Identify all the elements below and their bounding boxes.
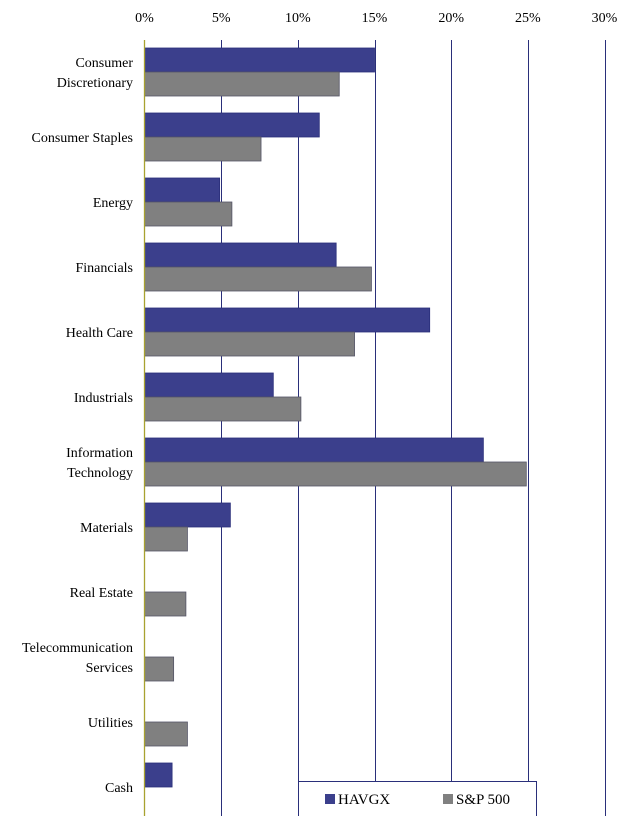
category-label: Telecommunication xyxy=(22,641,133,656)
category-label: Services xyxy=(86,661,133,676)
bar-sp500 xyxy=(144,526,188,552)
category-label: Consumer Staples xyxy=(32,131,134,146)
x-tick-label: 15% xyxy=(362,11,388,26)
category-label: Consumer xyxy=(75,56,133,71)
bar-havgx xyxy=(144,502,231,528)
category-label: Materials xyxy=(80,521,133,536)
bar-sp500 xyxy=(144,656,175,682)
category-label: Health Care xyxy=(66,326,133,341)
x-tick-label: 5% xyxy=(212,11,231,26)
category-label: Financials xyxy=(75,261,133,276)
bar-havgx xyxy=(144,437,484,463)
bar-havgx xyxy=(144,177,221,203)
category-label: Information xyxy=(66,446,133,461)
bar-sp500 xyxy=(144,266,372,292)
category-label: Cash xyxy=(105,781,133,796)
x-tick-label: 10% xyxy=(285,11,311,26)
legend-swatch-sp500 xyxy=(443,794,453,804)
bar-sp500 xyxy=(144,331,355,357)
category-label: Utilities xyxy=(88,716,133,731)
bar-sp500 xyxy=(144,721,188,747)
plot-area xyxy=(144,40,604,816)
legend-swatch-havgx xyxy=(325,794,335,804)
category-label: Energy xyxy=(93,196,133,211)
bar-sp500 xyxy=(144,396,302,422)
bar-havgx xyxy=(144,242,337,268)
bar-sp500 xyxy=(144,201,233,227)
bar-havgx xyxy=(144,47,375,73)
bar-havgx xyxy=(144,372,274,398)
category-label: Real Estate xyxy=(70,586,133,601)
legend-label-sp500: S&P 500 xyxy=(456,792,510,808)
x-tick-label: 0% xyxy=(135,11,154,26)
bar-havgx xyxy=(144,762,173,788)
bar-havgx xyxy=(144,112,320,138)
category-label: Technology xyxy=(67,466,133,481)
bar-havgx xyxy=(144,307,431,333)
category-label: Discretionary xyxy=(57,76,133,91)
x-tick-label: 30% xyxy=(592,11,618,26)
bar-sp500 xyxy=(144,71,340,97)
bar-sp500 xyxy=(144,591,187,617)
bar-sp500 xyxy=(144,461,527,487)
legend-box xyxy=(298,781,537,816)
legend: HAVGX S&P 500 xyxy=(298,781,537,816)
bar-sp500 xyxy=(144,136,262,162)
x-tick-label: 25% xyxy=(515,11,541,26)
x-tick-label: 20% xyxy=(438,11,464,26)
legend-label-havgx: HAVGX xyxy=(338,792,390,808)
category-label: Industrials xyxy=(74,391,133,406)
